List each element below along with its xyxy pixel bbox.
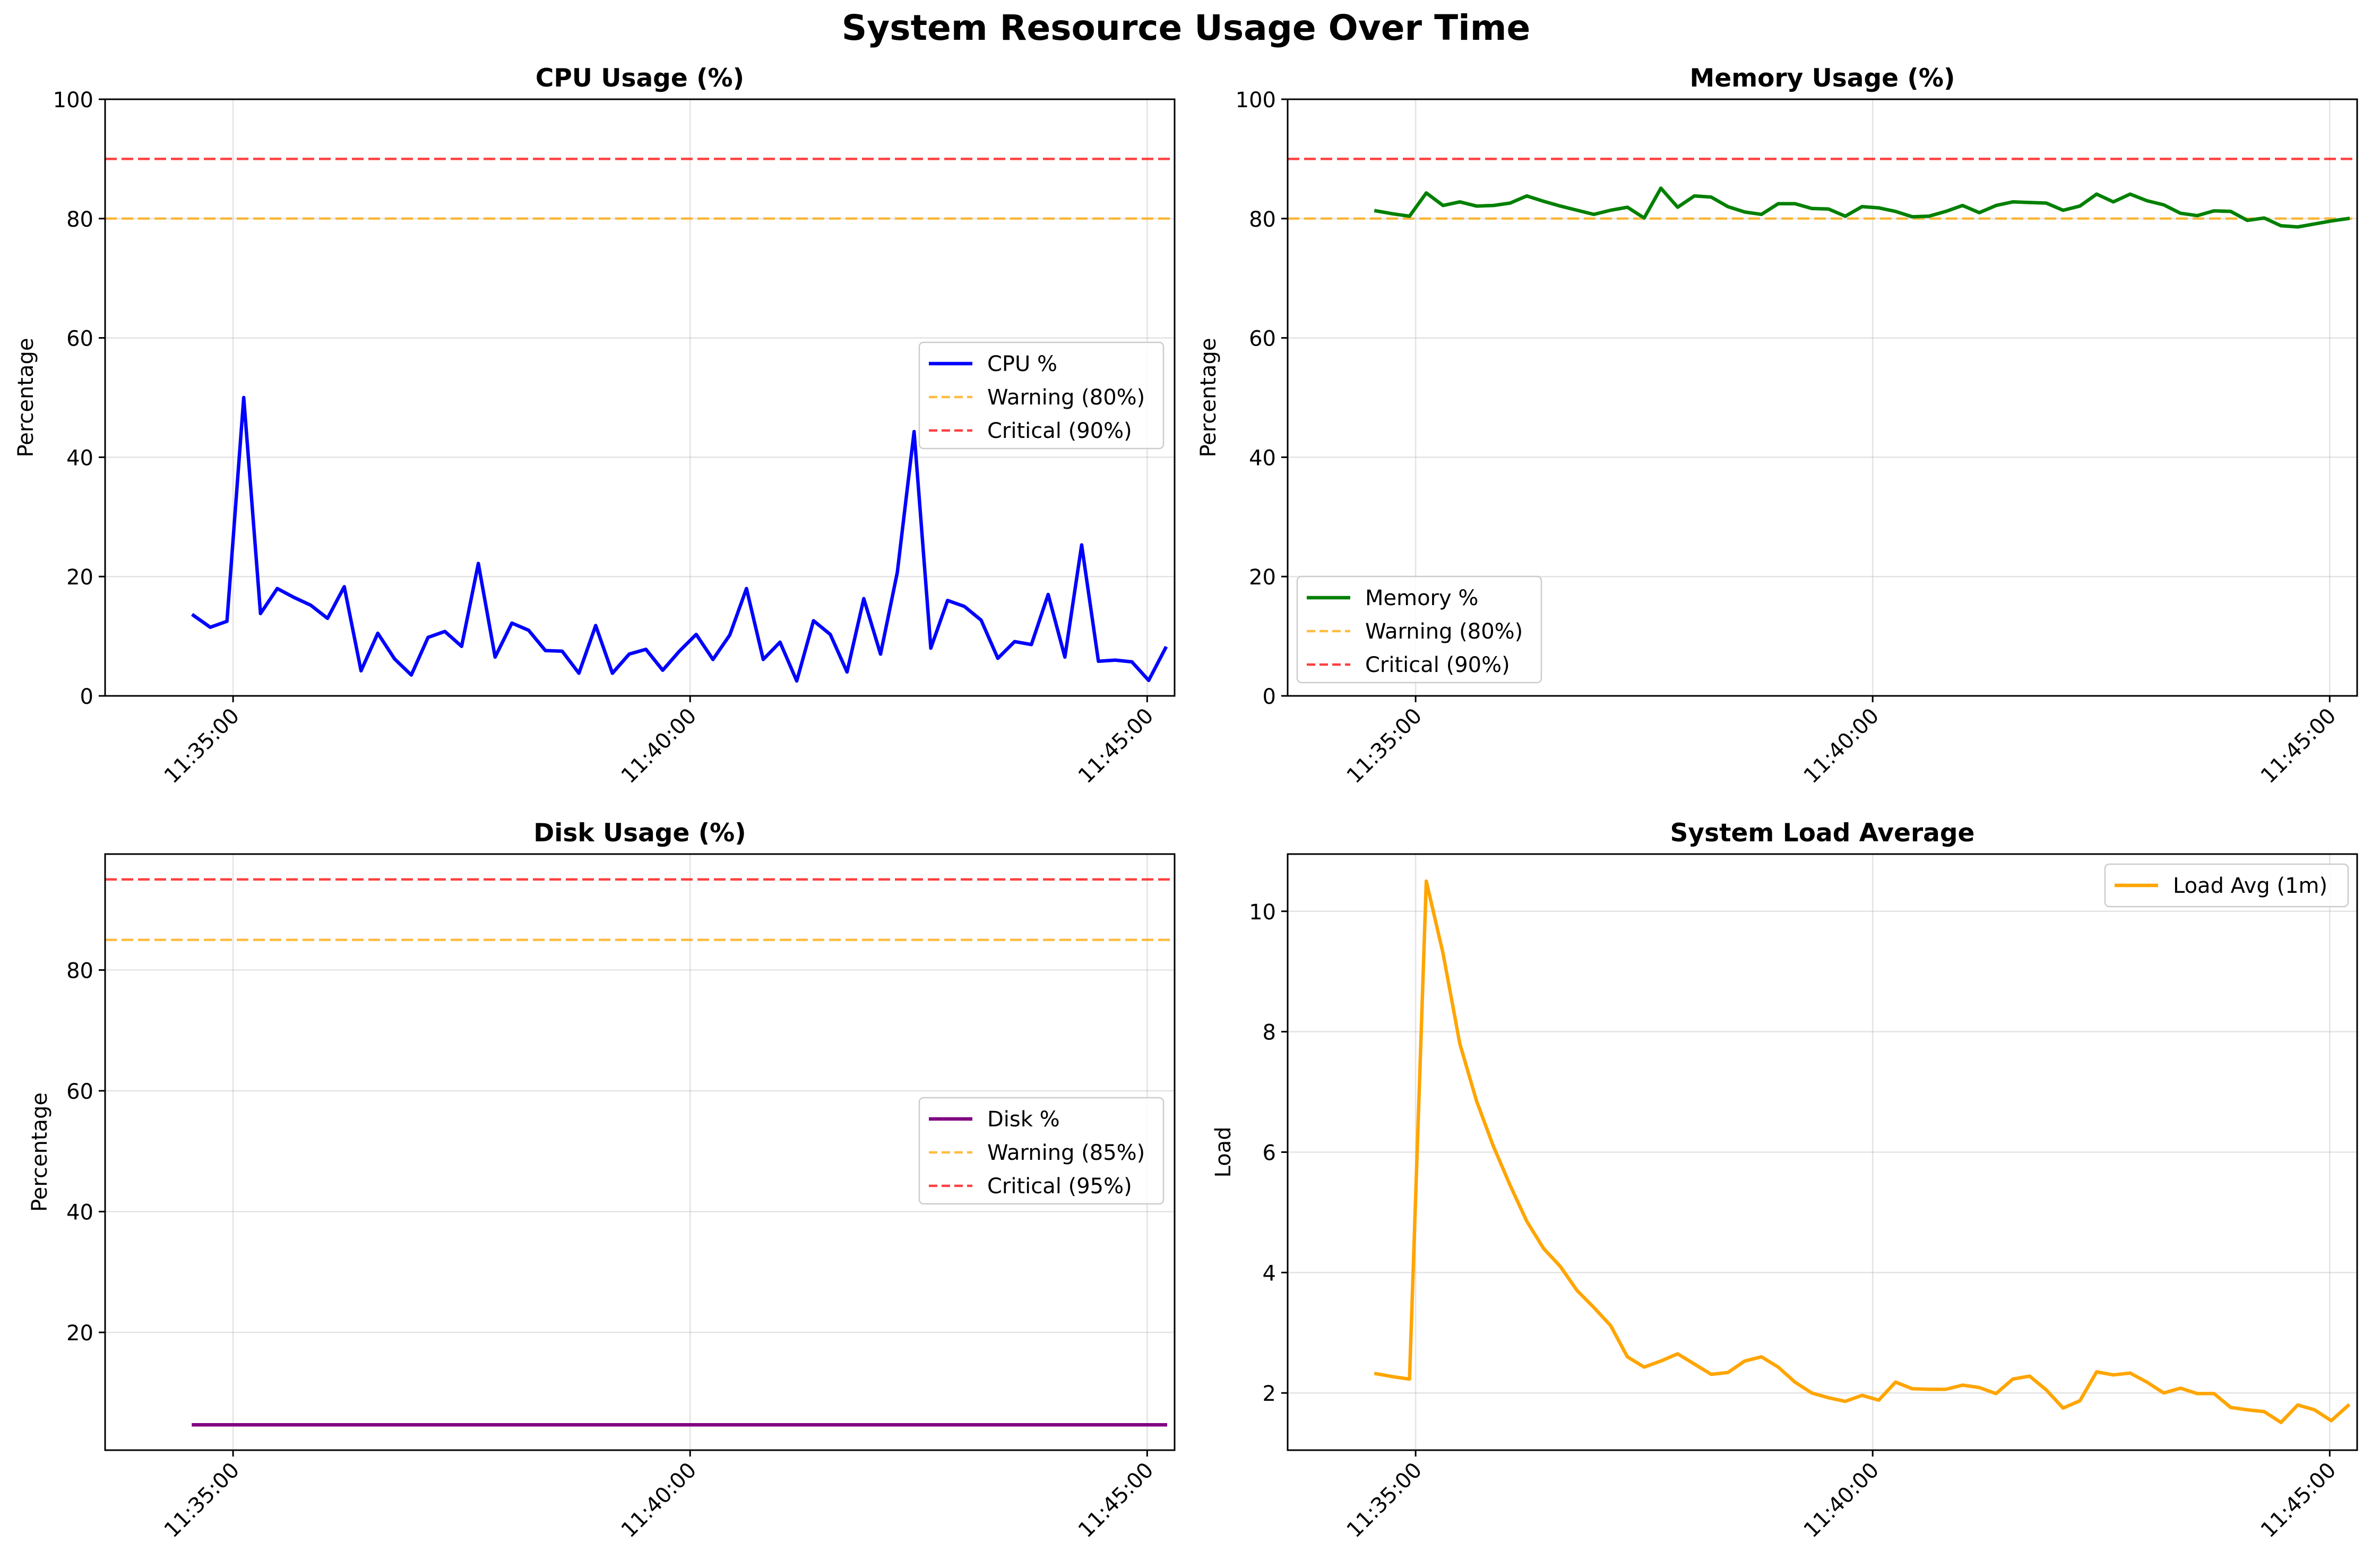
x-tick-label: 11:35:00: [1342, 704, 1427, 789]
y-tick-label: 60: [66, 327, 93, 351]
x-tick-label: 11:45:00: [1074, 704, 1159, 789]
chart-panel-3: 20 40 60 80 11:35:00 11:40:00 11:45:00 Disk Usa…: [28, 819, 1176, 1543]
x-tick-label: 11:40:00: [1799, 704, 1884, 789]
y-tick-label: 40: [66, 1201, 93, 1225]
legend: Disk % Warning (85%) Critical (95%): [918, 1097, 1165, 1205]
figure-title: System Resource Usage Over Time: [841, 7, 1531, 48]
legend: CPU % Warning (80%) Critical (90%): [918, 341, 1165, 450]
panel-title: Memory Usage (%): [1690, 64, 1955, 93]
legend-label: Disk %: [987, 1107, 1060, 1132]
y-tick-label: 20: [1249, 565, 1276, 590]
legend-label: Load Avg (1m): [2173, 874, 2327, 898]
legend-label: Warning (85%): [987, 1141, 1145, 1165]
series-line: [1374, 879, 2351, 1425]
chart-panel-2: 0 20 40 60 80 100 11:35:00 11:40:00 11:45:00 Memo…: [1196, 64, 2358, 789]
y-axis-label: Percentage: [14, 338, 38, 457]
axes-frame: [1287, 98, 2358, 697]
y-tick-label: 6: [1263, 1141, 1276, 1166]
y-tick-label: 80: [1249, 208, 1276, 232]
panel-title: Disk Usage (%): [533, 819, 746, 848]
legend-label: Memory %: [1365, 586, 1478, 610]
series-line: [191, 395, 1168, 683]
y-tick-label: 20: [66, 1321, 93, 1346]
x-tick-label: 11:45:00: [1074, 1458, 1159, 1543]
y-tick-label: 40: [66, 446, 93, 470]
y-tick-label: 2: [1263, 1382, 1276, 1406]
legend-label: Critical (95%): [987, 1174, 1132, 1199]
legend-label: Critical (90%): [987, 419, 1132, 443]
legend-label: Warning (80%): [1365, 619, 1523, 644]
panel-title: CPU Usage (%): [536, 64, 744, 93]
x-tick-label: 11:35:00: [160, 1458, 245, 1543]
y-tick-label: 8: [1263, 1021, 1276, 1045]
y-tick-label: 80: [66, 959, 93, 983]
y-axis-label: Percentage: [1196, 338, 1221, 457]
legend-box: [1296, 575, 1542, 684]
y-tick-label: 0: [80, 685, 93, 709]
legend-box: [918, 1097, 1165, 1205]
x-tick-label: 11:35:00: [1342, 1458, 1427, 1543]
y-tick-label: 60: [1249, 327, 1276, 351]
panel-title: System Load Average: [1670, 819, 1975, 848]
x-tick-label: 11:40:00: [617, 1458, 702, 1543]
legend-label: Warning (80%): [987, 385, 1145, 410]
legend: Load Avg (1m): [2104, 863, 2349, 908]
legend-label: CPU %: [987, 352, 1057, 376]
axes-frame: [104, 98, 1176, 697]
chart-panel-1: 0 20 40 60 80 100 11:35:00 11:40:00 11:45:00 CPU …: [14, 64, 1176, 789]
y-tick-label: 80: [66, 208, 93, 232]
y-tick-label: 10: [1249, 900, 1276, 925]
y-axis-label: Load: [1211, 1127, 1236, 1178]
y-tick-label: 20: [66, 565, 93, 590]
chart-panel-4: 2 4 6 8 10 11:35:00 11:40:00 11:45:00 System Loa…: [1211, 819, 2358, 1543]
y-tick-label: 100: [53, 88, 93, 113]
y-tick-label: 60: [66, 1080, 93, 1104]
x-tick-label: 11:35:00: [160, 704, 245, 789]
x-tick-label: 11:45:00: [2256, 1458, 2341, 1543]
x-tick-label: 11:40:00: [1799, 1458, 1884, 1543]
series-line: [1374, 186, 2350, 229]
x-tick-label: 11:40:00: [617, 704, 702, 789]
y-tick-label: 100: [1236, 88, 1276, 113]
axes-frame: [104, 853, 1176, 1451]
y-tick-label: 4: [1263, 1261, 1276, 1286]
legend-box: [918, 341, 1165, 450]
y-tick-label: 0: [1263, 685, 1276, 709]
y-axis-label: Percentage: [28, 1092, 52, 1212]
y-tick-label: 40: [1249, 446, 1276, 470]
legend: Memory % Warning (80%) Critical (90%): [1296, 575, 1542, 684]
legend-label: Critical (90%): [1365, 653, 1510, 677]
legend-box: [2104, 863, 2349, 908]
x-tick-label: 11:45:00: [2256, 704, 2341, 789]
